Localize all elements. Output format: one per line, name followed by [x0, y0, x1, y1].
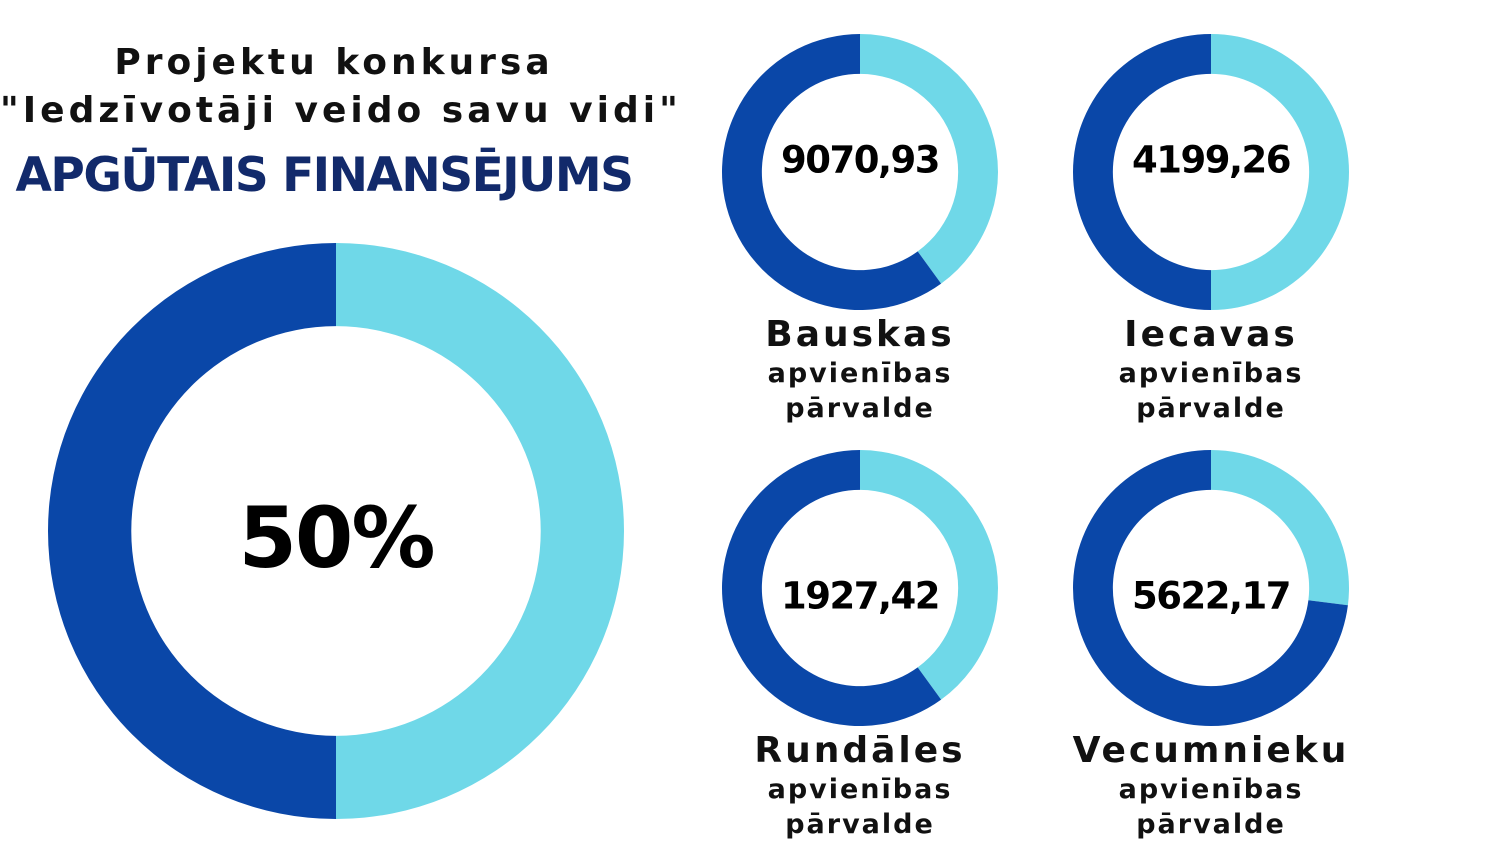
donut-slice-0	[1211, 450, 1349, 606]
donut-center-label: 4199,26	[1132, 139, 1290, 182]
slices-group	[722, 34, 998, 310]
subtitle-line-1: Projektu konkursa	[114, 42, 554, 83]
donut-center-label: 50%	[238, 489, 433, 587]
label-bauskas: Bauskas apvienības pārvalde	[690, 314, 1030, 426]
region-name: Vecumnieku	[1072, 730, 1350, 771]
donut-chart-total: 50%	[48, 243, 624, 819]
donut-center-label: 5622,17	[1132, 575, 1290, 618]
donut-slice-1	[722, 34, 942, 310]
region-name: Rundāles	[754, 730, 966, 771]
donut-chart-bauskas: 9070,93	[722, 34, 998, 310]
slices-group	[1073, 34, 1349, 310]
donut-center-label: 9070,93	[781, 139, 939, 182]
donut-slice-0	[860, 450, 998, 700]
region-sub-2: pārvalde	[785, 393, 935, 424]
donut-slice-1	[722, 450, 942, 726]
label-iecavas: Iecavas apvienības pārvalde	[1041, 314, 1381, 426]
region-name: Bauskas	[765, 314, 955, 355]
subtitle-line-2: "Iedzīvotāji veido savu vidi"	[0, 90, 682, 131]
donut-slice-0	[860, 34, 998, 284]
donut-chart-vecumnieku: 5622,17	[1073, 450, 1349, 726]
donut-center-label: 1927,42	[781, 575, 939, 618]
label-rundales: Rundāles apvienības pārvalde	[690, 730, 1030, 842]
region-sub-1: apvienības	[1118, 358, 1304, 389]
label-vecumnieku: Vecumnieku apvienības pārvalde	[1041, 730, 1381, 842]
region-sub-1: apvienības	[767, 774, 953, 805]
slices-group	[48, 243, 624, 819]
region-sub-2: pārvalde	[1136, 393, 1286, 424]
region-sub-2: pārvalde	[785, 809, 935, 840]
slices-group	[722, 450, 998, 726]
region-sub-1: apvienības	[767, 358, 953, 389]
donut-chart-iecavas: 4199,26	[1073, 34, 1349, 310]
slices-group	[1073, 450, 1349, 726]
page-title: APGŪTAIS FINANSĒJUMS	[15, 148, 634, 203]
donut-slice-1	[48, 243, 336, 819]
donut-slice-0	[336, 243, 624, 819]
donut-chart-rundales: 1927,42	[722, 450, 998, 726]
donut-slice-0	[1211, 34, 1349, 310]
donut-slice-1	[1073, 34, 1211, 310]
region-sub-2: pārvalde	[1136, 809, 1286, 840]
region-sub-1: apvienības	[1118, 774, 1304, 805]
region-name: Iecavas	[1124, 314, 1298, 355]
